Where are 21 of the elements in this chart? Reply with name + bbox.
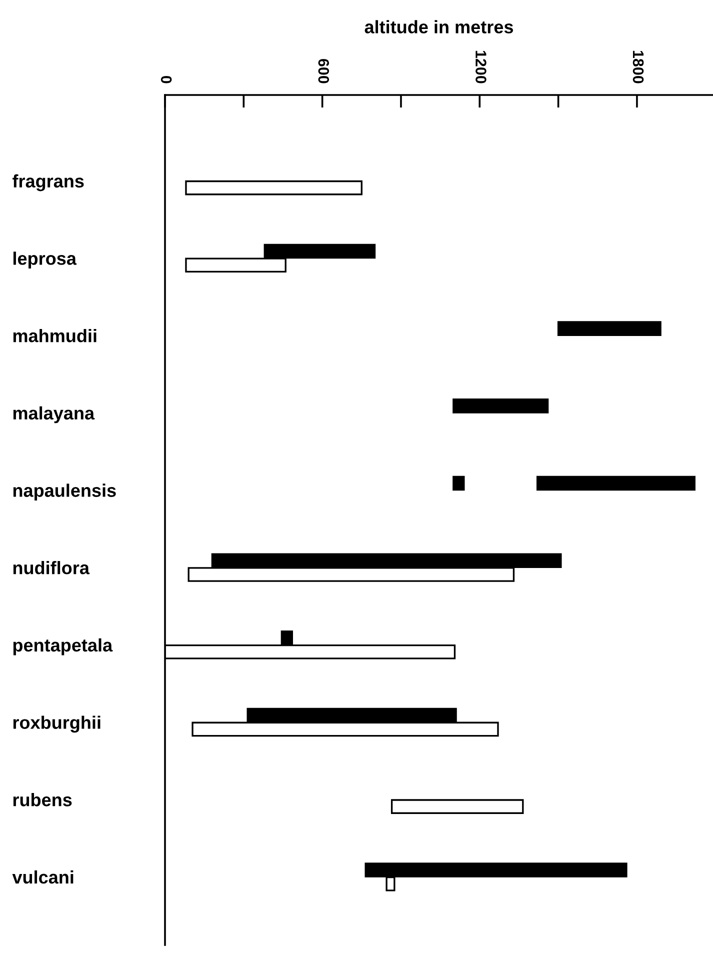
y-tick-label: mahmudii <box>13 328 96 342</box>
y-tick-label: nudiflora <box>13 561 90 574</box>
x-tick-label: 0 <box>160 76 172 84</box>
y-tick-label: vulcani <box>12 870 74 884</box>
x-axis-title: altitude in metres <box>364 20 514 34</box>
y-tick-label: fragrans <box>12 174 84 192</box>
bar <box>536 476 696 491</box>
y-tick-label: leprosa <box>13 252 77 268</box>
bar <box>557 321 662 336</box>
y-tick-label: napaulensis <box>13 484 116 501</box>
y-tick-label: rubens <box>13 793 72 806</box>
x-tick-label: 1200 <box>476 50 486 84</box>
bar <box>452 476 465 491</box>
bar <box>452 398 549 414</box>
bar <box>185 180 362 196</box>
y-tick-label: pentapetala <box>13 638 113 656</box>
x-tick-label: 1800 <box>632 50 644 84</box>
bar <box>390 799 524 814</box>
y-tick-label: roxburghii <box>13 716 100 733</box>
x-tick-label: 600 <box>318 58 330 84</box>
y-tick-label: malayana <box>13 406 95 424</box>
